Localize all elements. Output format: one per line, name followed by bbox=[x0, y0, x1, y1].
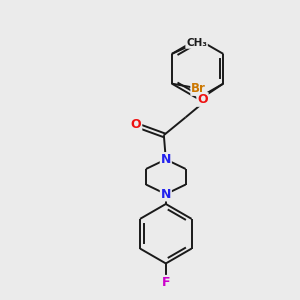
Text: N: N bbox=[160, 153, 171, 166]
Text: O: O bbox=[197, 93, 208, 106]
Text: N: N bbox=[160, 188, 171, 201]
Text: O: O bbox=[131, 118, 141, 131]
Text: CH₃: CH₃ bbox=[186, 38, 207, 48]
Text: Br: Br bbox=[191, 82, 206, 95]
Text: F: F bbox=[162, 276, 170, 289]
